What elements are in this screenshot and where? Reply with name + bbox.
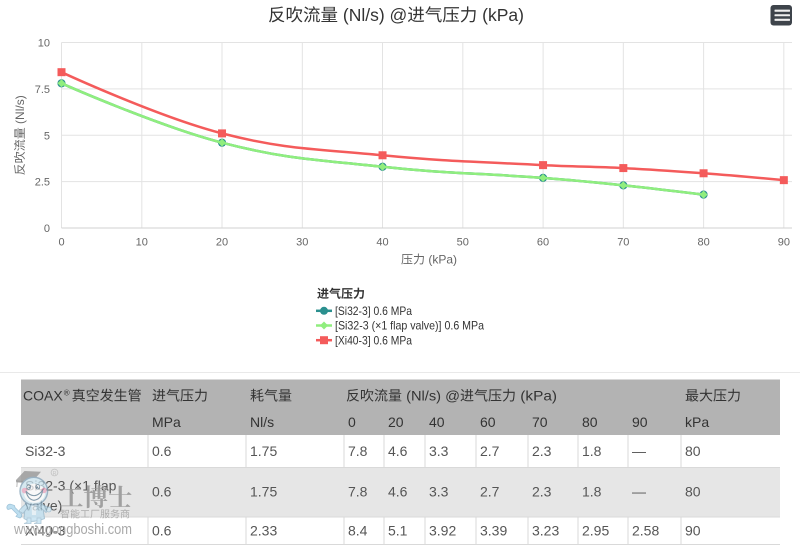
svg-text:80: 80 bbox=[697, 237, 709, 249]
svg-text:(kPa): (kPa) bbox=[516, 388, 557, 404]
svg-text:80: 80 bbox=[582, 414, 598, 430]
svg-text:40: 40 bbox=[429, 414, 445, 430]
svg-text:3.39: 3.39 bbox=[480, 523, 507, 539]
svg-text:4.6: 4.6 bbox=[388, 443, 408, 459]
svg-text:80: 80 bbox=[685, 443, 701, 459]
svg-text:COAX: COAX bbox=[23, 388, 63, 404]
svg-text:(Nl/s) @: (Nl/s) @ bbox=[338, 5, 407, 25]
svg-text:7.5: 7.5 bbox=[35, 84, 50, 96]
svg-text:4.6: 4.6 bbox=[388, 484, 408, 500]
svg-text:1.8: 1.8 bbox=[582, 484, 602, 500]
svg-text:1.8: 1.8 bbox=[582, 443, 602, 459]
svg-text:1.75: 1.75 bbox=[250, 484, 277, 500]
svg-text:0.6: 0.6 bbox=[152, 443, 172, 459]
svg-text:(Nl/s): (Nl/s) bbox=[13, 95, 27, 127]
svg-text:(Nl/s) @: (Nl/s) @ bbox=[402, 388, 460, 404]
svg-text:3.23: 3.23 bbox=[532, 523, 559, 539]
svg-text:3.3: 3.3 bbox=[429, 443, 449, 459]
svg-text:R: R bbox=[53, 471, 57, 477]
svg-text:90: 90 bbox=[632, 414, 648, 430]
svg-text:20: 20 bbox=[216, 237, 228, 249]
svg-text:1.75: 1.75 bbox=[250, 443, 277, 459]
svg-text:Si32-3: Si32-3 bbox=[25, 443, 66, 459]
svg-text:®: ® bbox=[64, 389, 70, 398]
svg-text:Xi40-3: Xi40-3 bbox=[25, 523, 66, 539]
svg-text:0: 0 bbox=[44, 223, 50, 235]
svg-text:5.1: 5.1 bbox=[388, 523, 408, 539]
svg-text:30: 30 bbox=[296, 237, 308, 249]
svg-text:70: 70 bbox=[617, 237, 629, 249]
svg-text:2.3: 2.3 bbox=[532, 484, 552, 500]
svg-text:3.3: 3.3 bbox=[429, 484, 449, 500]
svg-text:[Xi40-3] 0.6 MPa: [Xi40-3] 0.6 MPa bbox=[335, 333, 412, 347]
svg-text:www.gongboshi.com: www.gongboshi.com bbox=[13, 521, 132, 538]
svg-text:MPa: MPa bbox=[152, 414, 181, 430]
svg-text:2.7: 2.7 bbox=[480, 443, 500, 459]
svg-text:90: 90 bbox=[685, 523, 701, 539]
svg-text:8.4: 8.4 bbox=[348, 523, 368, 539]
svg-text:[Si32-3 (×1 flap valve)] 0.6 M: [Si32-3 (×1 flap valve)] 0.6 MPa bbox=[335, 319, 484, 333]
svg-text:2.33: 2.33 bbox=[250, 523, 277, 539]
svg-text:60: 60 bbox=[537, 237, 549, 249]
svg-text:[Si32-3] 0.6 MPa: [Si32-3] 0.6 MPa bbox=[335, 304, 412, 318]
svg-text:60: 60 bbox=[480, 414, 496, 430]
svg-text:5: 5 bbox=[44, 130, 50, 142]
svg-text:2.5: 2.5 bbox=[35, 177, 50, 189]
svg-text:kPa: kPa bbox=[685, 414, 709, 430]
svg-text:2.58: 2.58 bbox=[632, 523, 659, 539]
svg-text:7.8: 7.8 bbox=[348, 443, 368, 459]
svg-text:7.8: 7.8 bbox=[348, 484, 368, 500]
svg-text:0.6: 0.6 bbox=[152, 523, 172, 539]
svg-text:40: 40 bbox=[376, 237, 388, 249]
svg-text:—: — bbox=[632, 443, 646, 459]
svg-text:0.6: 0.6 bbox=[152, 484, 172, 500]
svg-text:10: 10 bbox=[38, 38, 50, 50]
svg-text:90: 90 bbox=[778, 237, 790, 249]
svg-text:0: 0 bbox=[58, 237, 64, 249]
svg-text:2.3: 2.3 bbox=[532, 443, 552, 459]
svg-text:(kPa): (kPa) bbox=[477, 5, 524, 25]
svg-text:80: 80 bbox=[685, 484, 701, 500]
svg-text:10: 10 bbox=[136, 237, 148, 249]
svg-text:2.95: 2.95 bbox=[582, 523, 609, 539]
svg-text:50: 50 bbox=[457, 237, 469, 249]
svg-text:(kPa): (kPa) bbox=[425, 253, 457, 267]
svg-text:0: 0 bbox=[348, 414, 356, 430]
svg-text:—: — bbox=[632, 484, 646, 500]
svg-text:2.7: 2.7 bbox=[480, 484, 500, 500]
svg-text:Nl/s: Nl/s bbox=[250, 414, 274, 430]
svg-text:70: 70 bbox=[532, 414, 548, 430]
svg-text:20: 20 bbox=[388, 414, 404, 430]
svg-text:3.92: 3.92 bbox=[429, 523, 456, 539]
